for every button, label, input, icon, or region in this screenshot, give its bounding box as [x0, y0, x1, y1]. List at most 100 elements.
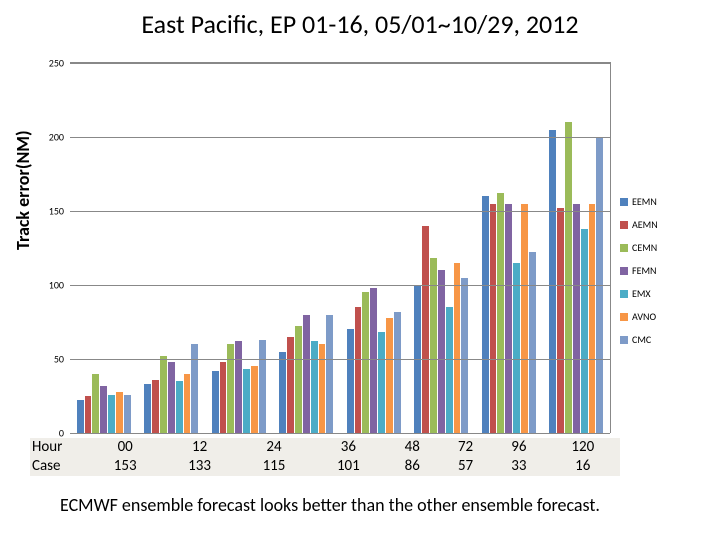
legend-item-EMX: EMX — [620, 287, 658, 300]
legend-item-EEMN: EEMN — [620, 195, 658, 208]
bar-EEMN — [549, 130, 556, 433]
bar-group — [482, 63, 536, 433]
bar-CMC — [529, 252, 536, 433]
legend-item-CEMN: CEMN — [620, 241, 658, 254]
bar-group — [212, 63, 266, 433]
bar-AEMN — [85, 396, 92, 433]
x-case-cell: 133 — [162, 457, 236, 476]
bar-FEMN — [505, 204, 512, 433]
bar-CEMN — [295, 326, 302, 433]
bar-CMC — [326, 315, 333, 433]
bar-EEMN — [77, 400, 84, 433]
legend-label: AVNO — [632, 310, 656, 323]
legend-swatch — [620, 336, 628, 344]
bar-AVNO — [521, 204, 528, 433]
x-hour-cell: 24 — [237, 438, 311, 457]
bar-AVNO — [386, 318, 393, 433]
x-case-cell: 16 — [546, 457, 620, 476]
bar-EMX — [243, 369, 250, 433]
y-tick-label: 100 — [49, 279, 64, 292]
bar-CEMN — [565, 122, 572, 433]
bar-AEMN — [152, 380, 159, 433]
x-case-cell: 153 — [88, 457, 162, 476]
legend-swatch — [620, 244, 628, 252]
legend-swatch — [620, 198, 628, 206]
bar-EMX — [311, 341, 318, 433]
legend-swatch — [620, 221, 628, 229]
bar-FEMN — [235, 341, 242, 433]
bar-AEMN — [220, 362, 227, 433]
gridline — [70, 137, 610, 138]
footnote-text: ECMWF ensemble forecast looks better tha… — [60, 494, 600, 516]
y-tick-label: 50 — [54, 353, 64, 366]
bar-AEMN — [422, 226, 429, 433]
y-tick-label: 200 — [49, 131, 64, 144]
gridline — [70, 359, 610, 360]
legend-swatch — [620, 313, 628, 321]
bar-CEMN — [362, 292, 369, 433]
y-axis-label: Track error(NM) — [12, 130, 34, 250]
bar-group — [77, 63, 131, 433]
bar-CEMN — [92, 374, 99, 433]
bar-CMC — [124, 395, 131, 433]
legend-item-FEMN: FEMN — [620, 264, 658, 277]
bar-group — [549, 63, 603, 433]
gridline — [70, 433, 610, 434]
bar-EMX — [176, 381, 183, 433]
bar-FEMN — [168, 362, 175, 433]
x-hour-cell: 120 — [546, 438, 620, 457]
x-hour-cell: 96 — [492, 438, 545, 457]
x-hour-cell: 72 — [439, 438, 492, 457]
legend-swatch — [620, 290, 628, 298]
bar-AVNO — [589, 204, 596, 433]
y-tick-label: 150 — [49, 205, 64, 218]
bar-EEMN — [144, 384, 151, 433]
bar-CEMN — [497, 193, 504, 433]
bar-AVNO — [454, 263, 461, 433]
chart-plot-area: 050100150200250 — [70, 62, 611, 433]
gridline — [70, 211, 610, 212]
bar-group — [414, 63, 468, 433]
x-case-cell: 101 — [311, 457, 385, 476]
bar-EMX — [581, 229, 588, 433]
x-case-cell: 86 — [386, 457, 439, 476]
legend-item-AEMN: AEMN — [620, 218, 658, 231]
legend-label: AEMN — [632, 218, 658, 231]
chart-title: East Pacific, EP 01-16, 05/01~10/29, 201… — [0, 8, 720, 40]
bar-CMC — [461, 278, 468, 433]
bar-CMC — [259, 340, 266, 433]
bar-AEMN — [490, 204, 497, 433]
bar-AEMN — [557, 208, 564, 433]
x-hour-cell: 36 — [311, 438, 385, 457]
legend-swatch — [620, 267, 628, 275]
bar-FEMN — [303, 315, 310, 433]
x-case-cell: 33 — [492, 457, 545, 476]
legend-item-CMC: CMC — [620, 333, 658, 346]
x-hour-cell: 12 — [162, 438, 236, 457]
bar-CMC — [191, 344, 198, 433]
bars-container — [70, 63, 610, 433]
bar-FEMN — [573, 204, 580, 433]
x-row-label-case: Case — [30, 457, 88, 476]
bar-FEMN — [438, 270, 445, 433]
x-axis-table: Hour00122436487296120Case153133115101865… — [30, 438, 620, 476]
legend-label: CEMN — [632, 241, 657, 254]
y-tick-label: 250 — [49, 57, 64, 70]
bar-AVNO — [184, 374, 191, 433]
legend-label: FEMN — [632, 264, 656, 277]
bar-AEMN — [355, 307, 362, 433]
x-hour-cell: 48 — [386, 438, 439, 457]
bar-EEMN — [482, 196, 489, 433]
bar-EMX — [378, 332, 385, 433]
bar-EMX — [513, 263, 520, 433]
legend-label: EMX — [632, 287, 651, 300]
bar-CMC — [394, 312, 401, 433]
bar-AEMN — [287, 337, 294, 433]
bar-EEMN — [279, 352, 286, 433]
bar-CEMN — [160, 356, 167, 433]
bar-group — [144, 63, 198, 433]
chart-legend: EEMN AEMN CEMN FEMN EMX AVNO CMC — [620, 195, 658, 356]
bar-EMX — [108, 395, 115, 433]
bar-FEMN — [100, 386, 107, 433]
x-row-label-hour: Hour — [30, 438, 88, 457]
